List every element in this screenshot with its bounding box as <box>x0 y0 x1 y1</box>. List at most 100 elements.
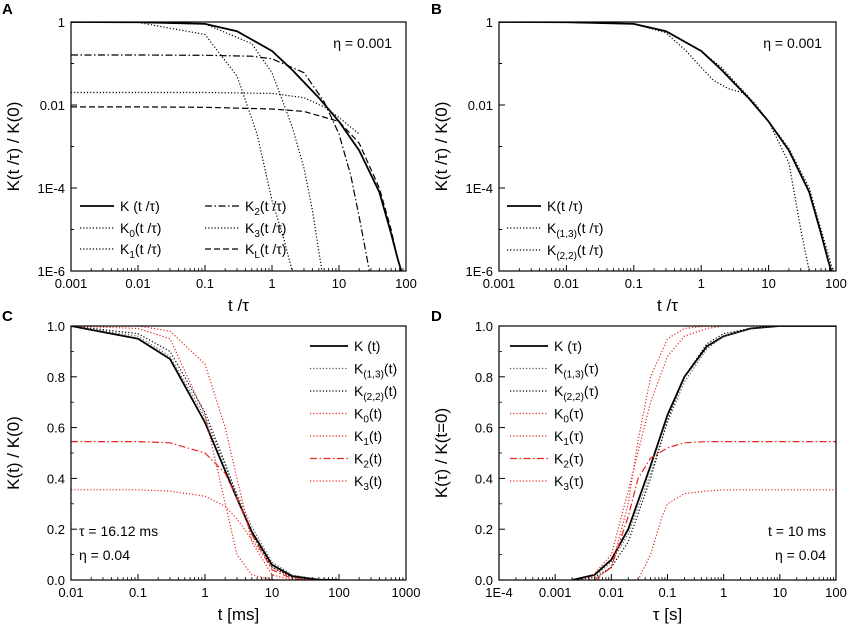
legend-entry: K0(t) <box>354 406 382 426</box>
y-tick-label: 1E-6 <box>466 264 493 279</box>
y-tick-label: 0.6 <box>475 421 493 436</box>
y-tick-label: 0.0 <box>47 573 65 588</box>
series-line <box>499 22 810 271</box>
series-line <box>571 326 836 580</box>
y-tick-label: 0.2 <box>47 522 65 537</box>
panel-B: B 0.001 0.01 0.1 1 10 100 1E-6 1E-4 0.01 1 t /τ K(t … <box>431 1 847 315</box>
eta-annotation: η = 0.001 <box>763 35 822 51</box>
x-tick-label: 10 <box>773 585 787 600</box>
x-tick-label: 1E-4 <box>485 585 512 600</box>
legend-entry: K (τ) <box>554 338 582 354</box>
series-line <box>71 326 293 580</box>
plot-frame <box>498 325 837 581</box>
y-tick-label: 1E-6 <box>38 264 65 279</box>
x-tick-label: 10 <box>761 276 775 291</box>
eta-annotation: η = 0.001 <box>333 35 392 51</box>
y-tick-label: 0.01 <box>40 98 65 113</box>
y-tick-label: 1 <box>58 15 65 30</box>
series-line <box>594 441 836 580</box>
legend: K (t) K(1,3)(t)K(2,2)(t) K0(t)K1(t) K2(t)K3… <box>310 338 397 493</box>
panel-letter: B <box>431 1 442 18</box>
legend-entry: K(2,2)(τ) <box>554 383 599 403</box>
series-line <box>71 54 370 271</box>
legend-entry: K1(t) <box>354 428 382 448</box>
series-line <box>71 22 293 271</box>
series-line <box>71 22 323 271</box>
y-tick-label: 0.4 <box>475 471 493 486</box>
y-axis-label: K(t) / K(0) <box>4 416 23 490</box>
x-tick-label: 100 <box>328 585 350 600</box>
x-tick-label: 1000 <box>392 585 421 600</box>
x-tick-label: 0.1 <box>625 276 643 291</box>
panel-letter: D <box>431 308 442 325</box>
legend-entry: K2(t) <box>354 451 382 471</box>
panel-C: C 0.01 0.1 1 10 100 1000 0.0 0.2 0.4 0.6 0.8 1.0 t [m… <box>2 308 420 624</box>
series-line <box>71 326 340 580</box>
x-tick-label: 0.1 <box>129 585 147 600</box>
x-tick-label: 1 <box>720 585 727 600</box>
legend-entry: KL(t /τ) <box>245 241 286 261</box>
x-tick-label: 0.001 <box>55 276 88 291</box>
series-line <box>637 489 836 580</box>
legend-entry: K (t) <box>354 338 380 354</box>
series-line <box>71 441 313 580</box>
legend: K(t /τ) K(1,3)(t /τ)K(2,2)(t /τ) <box>507 198 603 262</box>
y-tick-label: 0.0 <box>475 573 493 588</box>
series-line <box>71 326 340 580</box>
legend-entry: K0(t /τ) <box>120 220 161 240</box>
y-tick-label: 1E-4 <box>466 181 493 196</box>
x-tick-label: 0.1 <box>196 276 214 291</box>
panel-letter: A <box>2 1 13 18</box>
x-axis-label: τ [s] <box>653 605 682 624</box>
x-tick-label: 10 <box>265 585 279 600</box>
panel-D: D 1E-4 0.001 0.01 0.1 1 10 100 0.0 0.2 0.4 0.6 0.8 1.… <box>431 308 847 624</box>
parameter-annotation: η = 0.04 <box>79 547 130 563</box>
series-line <box>572 326 836 580</box>
legend-entry: K(2,2)(t) <box>354 383 397 403</box>
legend-entry: K1(τ) <box>554 428 584 448</box>
y-tick-label: 1E-4 <box>38 181 65 196</box>
legend-entry: K3(t /τ) <box>245 220 286 240</box>
y-axis-label: K(t /τ) / K(0) <box>432 102 451 192</box>
x-tick-label: 0.01 <box>554 276 579 291</box>
y-tick-label: 1.0 <box>475 319 493 334</box>
x-axis-label: t /τ <box>657 296 678 315</box>
x-tick-label: 1 <box>268 276 275 291</box>
parameter-annotation: η = 0.04 <box>775 547 826 563</box>
y-tick-label: 0.4 <box>47 471 65 486</box>
legend-entry: K3(τ) <box>554 473 584 493</box>
legend: K (t /τ) K0(t /τ)K1(t /τ) K2(t /τ)K3(t /τ)… <box>80 198 286 261</box>
x-tick-label: 100 <box>825 276 847 291</box>
series-line <box>71 91 360 135</box>
legend-entry: K(2,2)(t /τ) <box>547 242 603 262</box>
y-tick-label: 0.8 <box>475 370 493 385</box>
series-line <box>71 326 305 580</box>
legend-entry: K(t /τ) <box>547 198 583 214</box>
y-tick-label: 0.01 <box>468 98 493 113</box>
series-line <box>594 326 836 580</box>
x-tick-label: 100 <box>825 585 847 600</box>
x-tick-label: 0.01 <box>58 585 83 600</box>
legend-entry: K(1,3)(t /τ) <box>547 220 603 240</box>
legend-entry: K2(τ) <box>554 451 584 471</box>
y-tick-label: 1.0 <box>47 319 65 334</box>
x-tick-label: 0.01 <box>599 585 624 600</box>
panel-A: A 0.001 0.01 0.1 1 10 100 1E-6 1E-4 0.01 1 t /τ K(t … <box>2 1 417 315</box>
x-tick-label: 0.01 <box>125 276 150 291</box>
x-tick-label: 0.001 <box>539 585 572 600</box>
parameter-annotation: t = 10 ms <box>768 523 826 539</box>
y-tick-label: 0.8 <box>47 370 65 385</box>
series-line <box>71 106 402 271</box>
legend: K (τ) K(1,3)(τ)K(2,2)(τ) K0(τ)K1(τ) K2(τ)K3… <box>510 338 599 493</box>
parameter-annotation: τ = 16.12 ms <box>79 523 158 539</box>
legend-entry: K(1,3)(t) <box>354 361 397 381</box>
x-tick-label: 1 <box>201 585 208 600</box>
x-axis-label: t /τ <box>228 296 249 315</box>
legend-entry: K (t /τ) <box>120 198 160 214</box>
x-tick-label: 10 <box>332 276 346 291</box>
x-axis-label: t [ms] <box>218 605 260 624</box>
x-tick-label: 1 <box>698 276 705 291</box>
y-axis-label: K(t /τ) / K(0) <box>4 102 23 192</box>
x-tick-label: 0.001 <box>483 276 516 291</box>
